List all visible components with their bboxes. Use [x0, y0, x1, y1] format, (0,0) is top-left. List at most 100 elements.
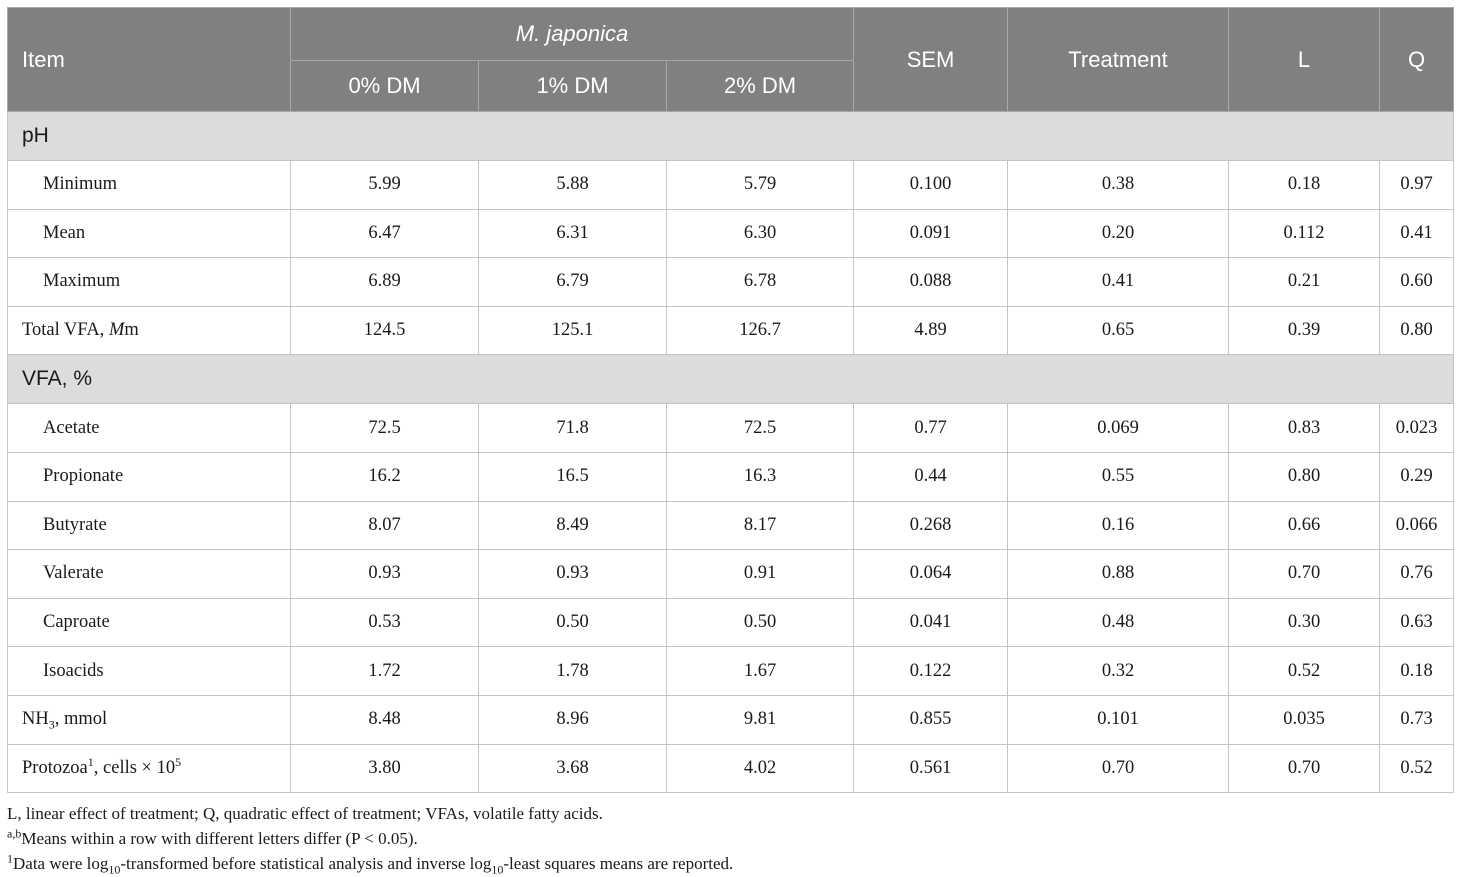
row-label-text: Total VFA,	[22, 320, 109, 341]
row-label-text: NH	[22, 709, 49, 730]
cell-0pct: 1.72	[290, 646, 479, 696]
cell-q: 0.73	[1379, 694, 1455, 745]
cell-treatment: 0.38	[1007, 160, 1230, 210]
cell-1pct: 0.93	[478, 549, 667, 599]
results-table: Item M. japonica SEM Treatment L Q 0% DM…	[6, 7, 1455, 794]
cell-1pct: 8.96	[478, 694, 667, 745]
footnote-marker: 1	[87, 754, 94, 769]
table-row-maximum: Maximum 6.89 6.79 6.78 0.088 0.41 0.21 0…	[7, 257, 1455, 307]
table-row-propionate: Propionate 16.2 16.5 16.3 0.44 0.55 0.80…	[7, 451, 1455, 502]
cell-l: 0.39	[1228, 305, 1381, 356]
cell-l: 0.52	[1228, 646, 1381, 696]
cell-1pct: 3.68	[478, 743, 667, 794]
cell-q: 0.18	[1379, 646, 1455, 696]
cell-2pct: 16.3	[665, 451, 855, 502]
cell-treatment: 0.48	[1007, 597, 1230, 648]
header-level-0: 0% DM	[290, 60, 479, 112]
cell-1pct: 6.31	[478, 208, 667, 259]
cell-0pct: 124.5	[290, 305, 479, 356]
header-level-2: 2% DM	[665, 60, 855, 112]
cell-0pct: 16.2	[290, 451, 479, 502]
cell-2pct: 6.30	[665, 208, 855, 259]
cell-0pct: 0.53	[290, 597, 479, 648]
header-treatment: Treatment	[1007, 7, 1230, 112]
row-label: NH3, mmol	[7, 694, 291, 745]
table-row-isoacids: Isoacids 1.72 1.78 1.67 0.122 0.32 0.52 …	[7, 646, 1455, 696]
cell-treatment: 0.70	[1007, 743, 1230, 794]
row-label: Total VFA, Mm	[7, 305, 291, 356]
cell-0pct: 6.89	[290, 257, 479, 307]
cell-0pct: 6.47	[290, 208, 479, 259]
table-row-mean: Mean 6.47 6.31 6.30 0.091 0.20 0.112 0.4…	[7, 208, 1455, 259]
cell-2pct: 0.91	[665, 549, 855, 599]
cell-l: 0.30	[1228, 597, 1381, 648]
cell-2pct: 1.67	[665, 646, 855, 696]
cell-1pct: 0.50	[478, 597, 667, 648]
section-row-vfa: VFA, %	[6, 354, 1455, 405]
cell-0pct: 0.93	[290, 549, 479, 599]
row-label: Propionate	[7, 451, 291, 502]
row-label-subscript: 3	[48, 717, 55, 732]
row-label: Mean	[7, 208, 291, 259]
cell-l: 0.21	[1228, 257, 1381, 307]
cell-treatment: 0.069	[1007, 403, 1230, 453]
footnote-1-text-b: -transformed before statistical analysis…	[120, 854, 492, 874]
cell-1pct: 8.49	[478, 500, 667, 551]
row-label-italic: M	[108, 320, 125, 341]
cell-q: 0.97	[1379, 160, 1455, 210]
cell-1pct: 5.88	[478, 160, 667, 210]
cell-l: 0.70	[1228, 549, 1381, 599]
cell-q: 0.41	[1379, 208, 1455, 259]
table-row-minimum: Minimum 5.99 5.88 5.79 0.100 0.38 0.18 0…	[7, 160, 1455, 210]
cell-treatment: 0.65	[1007, 305, 1230, 356]
footnote-1-text-a: Data were log	[13, 854, 109, 874]
header-sem: SEM	[853, 7, 1009, 112]
table-row-caproate: Caproate 0.53 0.50 0.50 0.041 0.48 0.30 …	[7, 597, 1455, 648]
cell-2pct: 9.81	[665, 694, 855, 745]
footnote-ab-marker: a,b	[7, 826, 22, 841]
cell-l: 0.70	[1228, 743, 1381, 794]
cell-0pct: 8.07	[290, 500, 479, 551]
cell-0pct: 5.99	[290, 160, 479, 210]
cell-l: 0.112	[1228, 208, 1381, 259]
cell-l: 0.80	[1228, 451, 1381, 502]
cell-1pct: 125.1	[478, 305, 667, 356]
row-label-text: Protozoa	[22, 757, 88, 778]
cell-2pct: 0.50	[665, 597, 855, 648]
cell-sem: 0.855	[853, 694, 1009, 745]
footnote-1-text-c: -least squares means are reported.	[503, 854, 734, 874]
cell-1pct: 6.79	[478, 257, 667, 307]
footnote-abbreviations: L, linear effect of treatment; Q, quadra…	[7, 804, 603, 824]
row-label: Butyrate	[7, 500, 291, 551]
cell-treatment: 0.32	[1007, 646, 1230, 696]
cell-1pct: 16.5	[478, 451, 667, 502]
cell-sem: 0.088	[853, 257, 1009, 307]
footnote-1: 1Data were log10-transformed before stat…	[7, 851, 1453, 876]
exponent: 5	[175, 754, 182, 769]
table-row-valerate: Valerate 0.93 0.93 0.91 0.064 0.88 0.70 …	[7, 549, 1455, 599]
table-row-nh3: NH3, mmol 8.48 8.96 9.81 0.855 0.101 0.0…	[7, 694, 1455, 745]
cell-1pct: 71.8	[478, 403, 667, 453]
cell-sem: 0.44	[853, 451, 1009, 502]
cell-treatment: 0.16	[1007, 500, 1230, 551]
header-q: Q	[1379, 7, 1455, 112]
footnote-1-sub-b: 10	[491, 862, 504, 877]
cell-0pct: 72.5	[290, 403, 479, 453]
cell-sem: 4.89	[853, 305, 1009, 356]
cell-l: 0.83	[1228, 403, 1381, 453]
footnote-ab: a,bMeans within a row with different let…	[7, 826, 1453, 851]
row-label-text-mid: , cells × 10	[93, 757, 176, 778]
cell-0pct: 8.48	[290, 694, 479, 745]
section-row-ph: pH	[6, 111, 1455, 161]
cell-2pct: 6.78	[665, 257, 855, 307]
header-item: Item	[7, 7, 291, 112]
cell-treatment: 0.20	[1007, 208, 1230, 259]
footnote-ab-text: Means within a row with different letter…	[21, 829, 418, 849]
row-label: Minimum	[7, 160, 291, 210]
cell-treatment: 0.88	[1007, 549, 1230, 599]
cell-l: 0.66	[1228, 500, 1381, 551]
table-wrapper: Item M. japonica SEM Treatment L Q 0% DM…	[6, 7, 1455, 876]
table-body: pH Minimum 5.99 5.88 5.79 0.100 0.38 0.1…	[6, 111, 1455, 794]
cell-sem: 0.561	[853, 743, 1009, 794]
cell-q: 0.63	[1379, 597, 1455, 648]
